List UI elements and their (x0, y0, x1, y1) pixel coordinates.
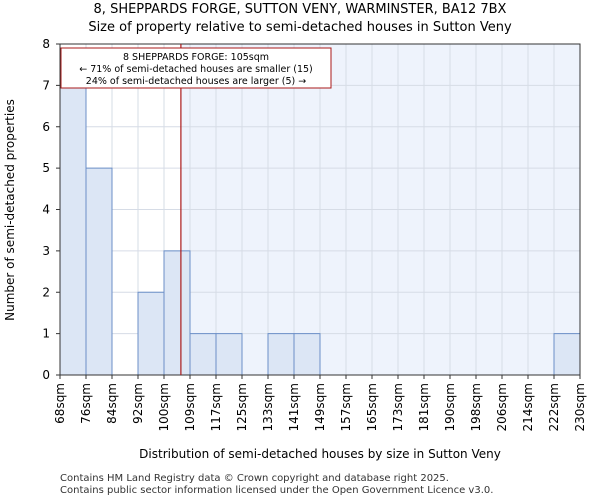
x-tick-label: 230sqm (573, 383, 587, 431)
y-tick-label: 6 (42, 120, 50, 134)
footer-line-2: Contains public sector information licen… (60, 485, 494, 496)
x-tick-label: 92sqm (131, 383, 145, 424)
bar-68sqm (59, 84, 87, 376)
bar-222sqm (553, 333, 581, 376)
annotation-line-3: 24% of semi-detached houses are larger (… (86, 76, 306, 87)
x-tick-label: 214sqm (521, 383, 535, 431)
y-tick-label: 3 (42, 244, 50, 258)
x-tick-label: 222sqm (547, 383, 561, 431)
y-axis-label: Number of semi-detached properties (3, 99, 17, 321)
x-tick-label: 133sqm (261, 383, 275, 431)
bar-133sqm (267, 333, 295, 376)
y-tick-label: 4 (42, 203, 50, 217)
x-tick-label: 76sqm (79, 383, 93, 424)
x-tick-label: 100sqm (157, 383, 171, 431)
x-tick-label: 109sqm (183, 383, 197, 431)
x-tick-label: 190sqm (443, 383, 457, 431)
y-tick-label: 8 (42, 37, 50, 51)
bar-92sqm (137, 291, 165, 376)
x-tick-label: 206sqm (495, 383, 509, 431)
x-tick-label: 84sqm (105, 383, 119, 424)
annotation-line-2: ← 71% of semi-detached houses are smalle… (79, 64, 313, 75)
y-tick-label: 7 (42, 78, 50, 92)
y-tick-labels: 0 1 2 3 4 5 6 7 8 (42, 37, 60, 382)
x-tick-labels: 68sqm 76sqm 84sqm 92sqm 100sqm 109sqm 117sqm 12… (53, 375, 587, 431)
bar-76sqm (85, 167, 113, 376)
x-axis-label: Distribution of semi-detached houses by … (139, 447, 501, 461)
bar-109sqm (189, 333, 217, 376)
x-tick-label: 149sqm (313, 383, 327, 431)
y-tick-label: 1 (42, 327, 50, 341)
y-tick-label: 2 (42, 285, 50, 299)
y-tick-label: 0 (42, 368, 50, 382)
x-tick-label: 141sqm (287, 383, 301, 431)
x-tick-label: 157sqm (339, 383, 353, 431)
annotation-box: 8 SHEPPARDS FORGE: 105sqm ← 71% of semi-… (60, 47, 332, 89)
x-tick-label: 198sqm (469, 383, 483, 431)
bar-100sqm (163, 250, 191, 376)
y-tick-label: 5 (42, 161, 50, 175)
annotation-line-1: 8 SHEPPARDS FORGE: 105sqm (123, 52, 269, 63)
x-tick-label: 117sqm (209, 383, 223, 431)
bar-141sqm (293, 333, 321, 376)
x-tick-label: 125sqm (235, 383, 249, 431)
chart-subtitle: Size of property relative to semi-detach… (88, 20, 512, 35)
x-tick-label: 165sqm (365, 383, 379, 431)
x-tick-label: 181sqm (417, 383, 431, 431)
x-tick-label: 68sqm (53, 383, 67, 424)
x-tick-label: 173sqm (391, 383, 405, 431)
chart-title: 8, SHEPPARDS FORGE, SUTTON VENY, WARMINS… (93, 2, 507, 17)
bars (59, 84, 581, 376)
bar-117sqm (215, 333, 243, 376)
footer-line-1: Contains HM Land Registry data © Crown c… (60, 473, 449, 484)
